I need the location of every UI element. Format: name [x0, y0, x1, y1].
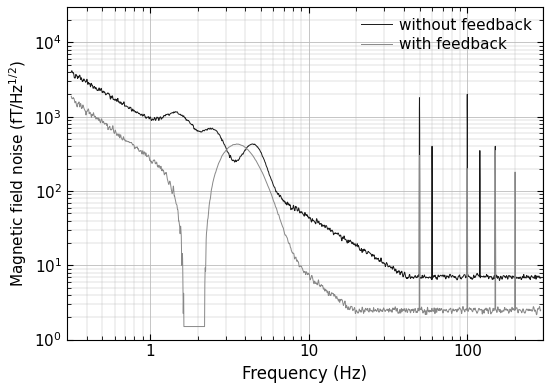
Legend: without feedback, with feedback: without feedback, with feedback: [358, 14, 535, 55]
without feedback: [454, 277, 460, 282]
with feedback: [180, 324, 187, 329]
X-axis label: Frequency (Hz): Frequency (Hz): [243, 365, 367, 383]
Line: with feedback: with feedback: [71, 96, 541, 326]
without feedback: [350, 240, 356, 245]
with feedback: [454, 308, 460, 313]
Y-axis label: Magnetic field noise (fT/Hz$^{1/2}$): Magnetic field noise (fT/Hz$^{1/2}$): [7, 60, 29, 287]
with feedback: [248, 151, 254, 155]
without feedback: [496, 278, 503, 283]
without feedback: [68, 68, 75, 73]
with feedback: [350, 308, 356, 313]
without feedback: [68, 70, 74, 74]
with feedback: [68, 94, 74, 99]
with feedback: [419, 305, 425, 310]
Line: without feedback: without feedback: [71, 71, 541, 280]
with feedback: [537, 308, 544, 312]
with feedback: [373, 309, 380, 314]
without feedback: [537, 276, 544, 280]
without feedback: [419, 275, 425, 280]
with feedback: [153, 160, 160, 165]
without feedback: [248, 142, 254, 147]
without feedback: [153, 115, 160, 120]
without feedback: [373, 256, 380, 261]
